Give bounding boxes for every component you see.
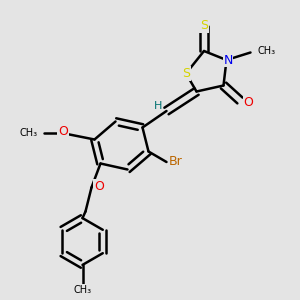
- Text: CH₃: CH₃: [257, 46, 275, 56]
- Text: S: S: [200, 19, 208, 32]
- Text: S: S: [182, 67, 190, 80]
- Text: H: H: [154, 100, 162, 111]
- Text: Br: Br: [169, 155, 183, 168]
- Text: O: O: [94, 179, 104, 193]
- Text: N: N: [223, 53, 233, 67]
- Text: O: O: [58, 125, 68, 139]
- Text: CH₃: CH₃: [20, 128, 38, 139]
- Text: CH₃: CH₃: [74, 285, 92, 295]
- Text: O: O: [244, 95, 253, 109]
